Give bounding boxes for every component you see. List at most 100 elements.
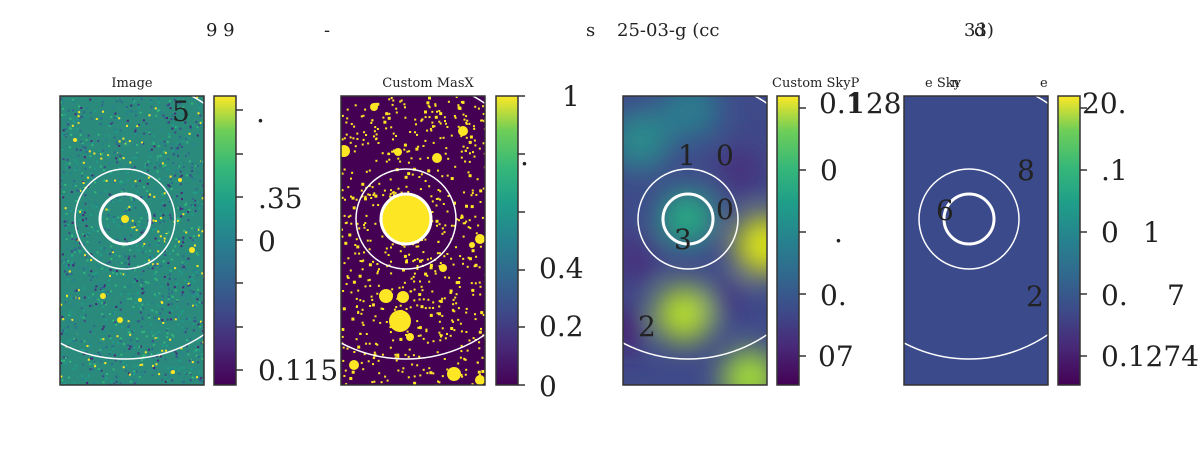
noise-pixel <box>89 330 92 333</box>
noise-pixel <box>152 141 154 143</box>
noise-pixel <box>83 272 86 274</box>
noise-pixel <box>101 328 104 331</box>
noise-pixel <box>84 314 87 317</box>
noise-pixel <box>163 237 166 240</box>
noise-pixel <box>108 145 111 148</box>
mask-pixel <box>406 150 409 153</box>
noise-pixel <box>129 338 132 341</box>
noise-pixel <box>71 124 74 127</box>
noise-pixel <box>70 250 73 253</box>
noise-pixel <box>82 309 85 312</box>
noise-pixel <box>181 112 184 115</box>
noise-pixel <box>116 161 119 164</box>
noise-pixel <box>73 338 76 341</box>
noise-pixel <box>184 121 187 124</box>
mask-pixel <box>468 174 472 178</box>
mask-pixel <box>460 150 463 153</box>
noise-pixel <box>182 241 185 244</box>
mask-pixel <box>411 173 414 176</box>
noise-pixel <box>202 335 204 338</box>
mask-pixel <box>447 195 450 197</box>
mask-pixel <box>478 347 481 350</box>
noise-pixel <box>154 237 157 240</box>
source-blob <box>100 293 106 299</box>
colorbar-tick-label: 0 <box>1101 216 1119 249</box>
noise-pixel <box>71 318 74 321</box>
noise-pixel <box>107 154 110 157</box>
noise-pixel <box>180 272 183 275</box>
noise-pixel <box>83 353 86 355</box>
mask-pixel <box>389 346 392 349</box>
source-blob <box>178 178 182 182</box>
noise-pixel <box>80 340 83 343</box>
noise-pixel <box>101 142 104 145</box>
noise-pixel <box>180 347 183 350</box>
mask-pixel <box>361 321 364 324</box>
mask-pixel <box>364 195 367 198</box>
mask-pixel <box>460 156 463 159</box>
mask-pixel <box>443 358 446 360</box>
noise-pixel <box>89 98 92 101</box>
mask-pixel <box>458 277 461 279</box>
noise-pixel <box>105 377 108 380</box>
noise-pixel <box>79 129 82 132</box>
noise-pixel <box>149 128 152 131</box>
noise-pixel <box>143 370 146 373</box>
noise-pixel <box>100 254 102 256</box>
noise-pixel <box>143 354 146 357</box>
noise-pixel <box>117 118 120 121</box>
noise-pixel <box>129 205 132 208</box>
mask-pixel <box>369 239 372 242</box>
mask-pixel <box>342 359 345 362</box>
noise-pixel <box>169 214 171 217</box>
mask-pixel <box>367 279 370 282</box>
noise-pixel <box>197 228 200 231</box>
mask-pixel <box>347 186 350 189</box>
noise-pixel <box>168 286 171 289</box>
noise-pixel <box>98 300 101 303</box>
noise-pixel <box>168 376 171 378</box>
noise-pixel <box>175 180 178 183</box>
mask-pixel <box>359 332 362 335</box>
mask-pixel <box>416 133 418 136</box>
noise-pixel <box>73 382 76 385</box>
noise-pixel <box>131 226 134 229</box>
noise-pixel <box>99 153 102 156</box>
mask-pixel <box>365 333 368 335</box>
noise-pixel <box>154 335 157 338</box>
noise-pixel <box>82 219 84 222</box>
mask-pixel <box>449 334 452 337</box>
mask-pixel <box>403 143 407 147</box>
mask-pixel <box>391 103 394 106</box>
noise-pixel <box>83 287 86 290</box>
colorbar <box>495 95 519 386</box>
noise-pixel <box>69 314 72 317</box>
noise-pixel <box>192 295 195 297</box>
mask-pixel <box>457 281 461 284</box>
mask-pixel <box>381 152 384 155</box>
mask-pixel <box>372 204 375 207</box>
noise-pixel <box>138 106 141 109</box>
noise-pixel <box>196 293 199 296</box>
noise-pixel <box>69 208 72 211</box>
noise-pixel <box>134 180 137 183</box>
noise-pixel <box>156 264 159 267</box>
noise-pixel <box>180 351 182 353</box>
noise-pixel <box>93 360 96 363</box>
mask-pixel <box>451 319 454 322</box>
mask-pixel <box>454 116 457 119</box>
noise-pixel <box>132 295 135 298</box>
noise-pixel <box>199 380 202 383</box>
colorbar-extra-label: 128 <box>848 87 901 120</box>
mask-pixel <box>468 339 471 342</box>
noise-pixel <box>154 283 157 286</box>
noise-pixel <box>185 268 188 271</box>
noise-pixel <box>103 302 106 305</box>
noise-pixel <box>161 319 164 321</box>
mask-pixel <box>455 246 457 249</box>
mask-pixel <box>470 282 473 285</box>
mask-pixel <box>417 334 420 337</box>
noise-pixel <box>180 312 183 315</box>
noise-pixel <box>177 142 180 145</box>
noise-pixel <box>197 254 200 257</box>
